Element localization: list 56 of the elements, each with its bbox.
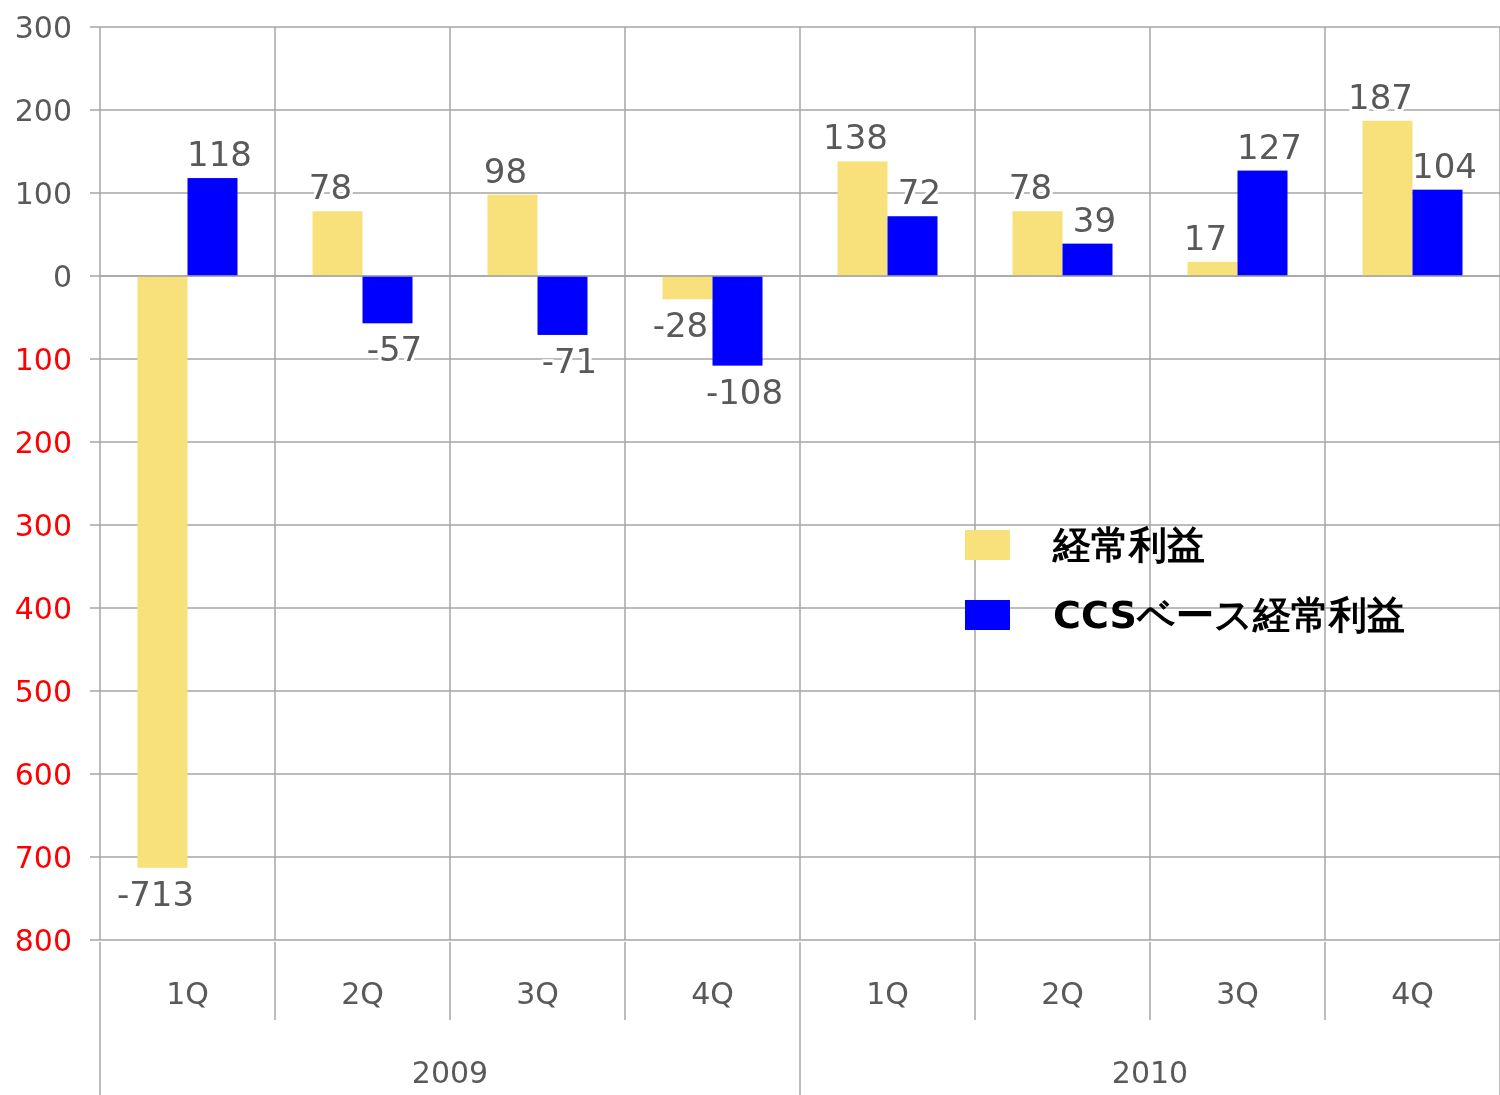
data-label: -71 bbox=[541, 340, 598, 381]
y-tick-label: 300 bbox=[14, 508, 72, 543]
x-tick-label: 2Q bbox=[341, 976, 384, 1011]
x-tick-label: 3Q bbox=[1216, 976, 1259, 1011]
data-label: -108 bbox=[705, 371, 784, 412]
data-label: 127 bbox=[1237, 126, 1302, 167]
x-tick-label: 1Q bbox=[866, 976, 909, 1011]
x-tick-label: 4Q bbox=[1391, 976, 1434, 1011]
bar bbox=[1412, 189, 1463, 276]
bar bbox=[1012, 211, 1063, 276]
bar bbox=[887, 216, 938, 276]
data-label: 104 bbox=[1412, 145, 1477, 186]
bar bbox=[712, 276, 763, 366]
data-label: -713 bbox=[116, 873, 195, 914]
x-tick-label: 3Q bbox=[516, 976, 559, 1011]
legend-label: 経常利益 bbox=[1052, 523, 1205, 567]
bar bbox=[1362, 120, 1413, 276]
y-tick-label: 200 bbox=[14, 425, 72, 460]
bar bbox=[312, 211, 363, 276]
x-tick-label: 4Q bbox=[691, 976, 734, 1011]
data-label: 118 bbox=[187, 134, 252, 175]
bar bbox=[362, 276, 413, 324]
data-label: 78 bbox=[1008, 167, 1053, 208]
data-label: 72 bbox=[897, 172, 942, 213]
text: 2010 bbox=[1111, 1055, 1189, 1090]
bar bbox=[1187, 261, 1238, 276]
y-tick-label: 100 bbox=[14, 176, 72, 211]
data-label: 138 bbox=[823, 117, 888, 158]
y-tick-label: 700 bbox=[14, 840, 72, 875]
y-tick-label: 0 bbox=[52, 259, 72, 294]
data-label: 187 bbox=[1348, 76, 1413, 117]
data-label: -28 bbox=[652, 305, 709, 346]
bar bbox=[662, 276, 713, 300]
bar bbox=[487, 194, 538, 276]
data-label: 78 bbox=[308, 167, 353, 208]
y-tick-label: 800 bbox=[14, 923, 72, 958]
y-tick-label: 400 bbox=[14, 591, 72, 626]
y-tick-label: 300 bbox=[14, 10, 72, 45]
bar bbox=[537, 276, 588, 335]
data-label: 98 bbox=[483, 150, 528, 191]
bar bbox=[187, 178, 238, 276]
text: 2009 bbox=[411, 1055, 489, 1090]
bar bbox=[137, 276, 188, 868]
y-tick-label: 100 bbox=[14, 342, 72, 377]
y-tick-label: 500 bbox=[14, 674, 72, 709]
data-label: 17 bbox=[1183, 217, 1228, 258]
bar bbox=[1062, 243, 1113, 276]
x-tick-label: 1Q bbox=[166, 976, 209, 1011]
legend-label: CCSベース経常利益 bbox=[1053, 593, 1405, 637]
y-tick-label: 600 bbox=[14, 757, 72, 792]
y-tick-label: 200 bbox=[14, 93, 72, 128]
data-label: 39 bbox=[1072, 199, 1117, 240]
x-tick-label: 2Q bbox=[1041, 976, 1084, 1011]
bar bbox=[837, 161, 888, 276]
bar bbox=[1237, 170, 1288, 276]
data-label: -57 bbox=[366, 329, 423, 370]
